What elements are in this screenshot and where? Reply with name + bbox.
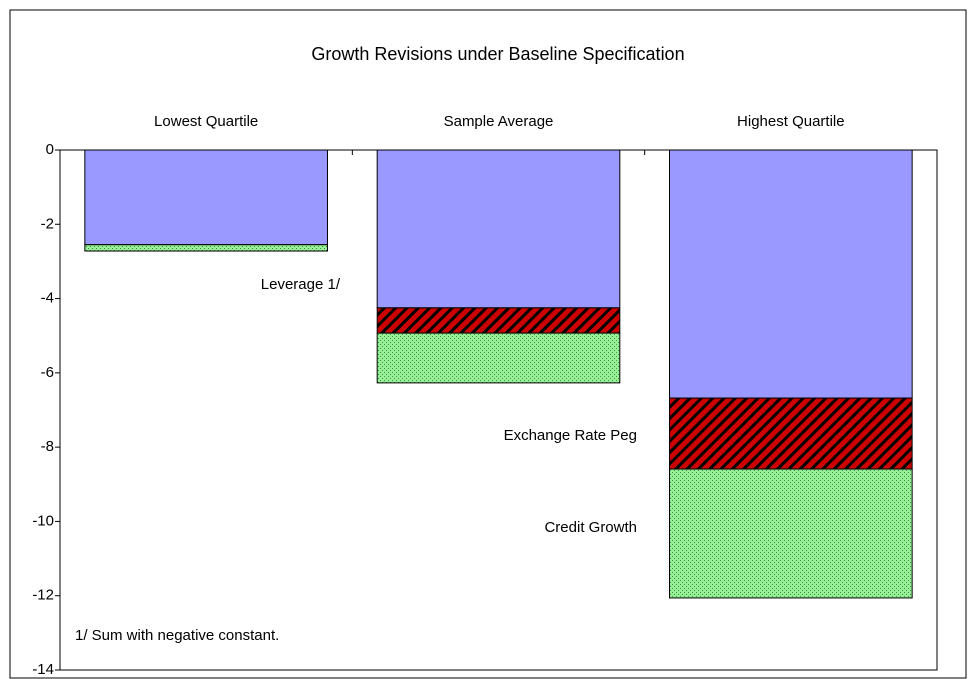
bar-segment [84, 244, 328, 252]
footnote: 1/ Sum with negative constant. [75, 627, 279, 644]
series-label: Leverage 1/ [261, 276, 341, 293]
y-tick-label: -10 [32, 512, 54, 529]
y-tick-label: -6 [41, 364, 54, 381]
bar-segment [84, 149, 328, 246]
category-label: Lowest Quartile [154, 113, 258, 130]
y-tick-label: -2 [41, 215, 54, 232]
y-tick-label: -4 [41, 290, 54, 307]
bar-segment [669, 149, 913, 399]
bar-segment [669, 397, 913, 470]
plot-frame [59, 149, 938, 671]
y-tick-label: -14 [32, 661, 54, 678]
y-tick-label: 0 [46, 141, 54, 158]
series-label: Exchange Rate Peg [504, 427, 637, 444]
category-label: Sample Average [444, 113, 554, 130]
series-label: Credit Growth [544, 519, 637, 536]
bar-segment [376, 307, 621, 334]
category-label: Highest Quartile [737, 113, 845, 130]
bar-segment [376, 149, 621, 309]
bar-segment [376, 332, 621, 384]
y-tick-label: -12 [32, 587, 54, 604]
chart-title: Growth Revisions under Baseline Specific… [311, 44, 684, 64]
bar-segment [669, 468, 913, 599]
y-tick-label: -8 [41, 438, 54, 455]
